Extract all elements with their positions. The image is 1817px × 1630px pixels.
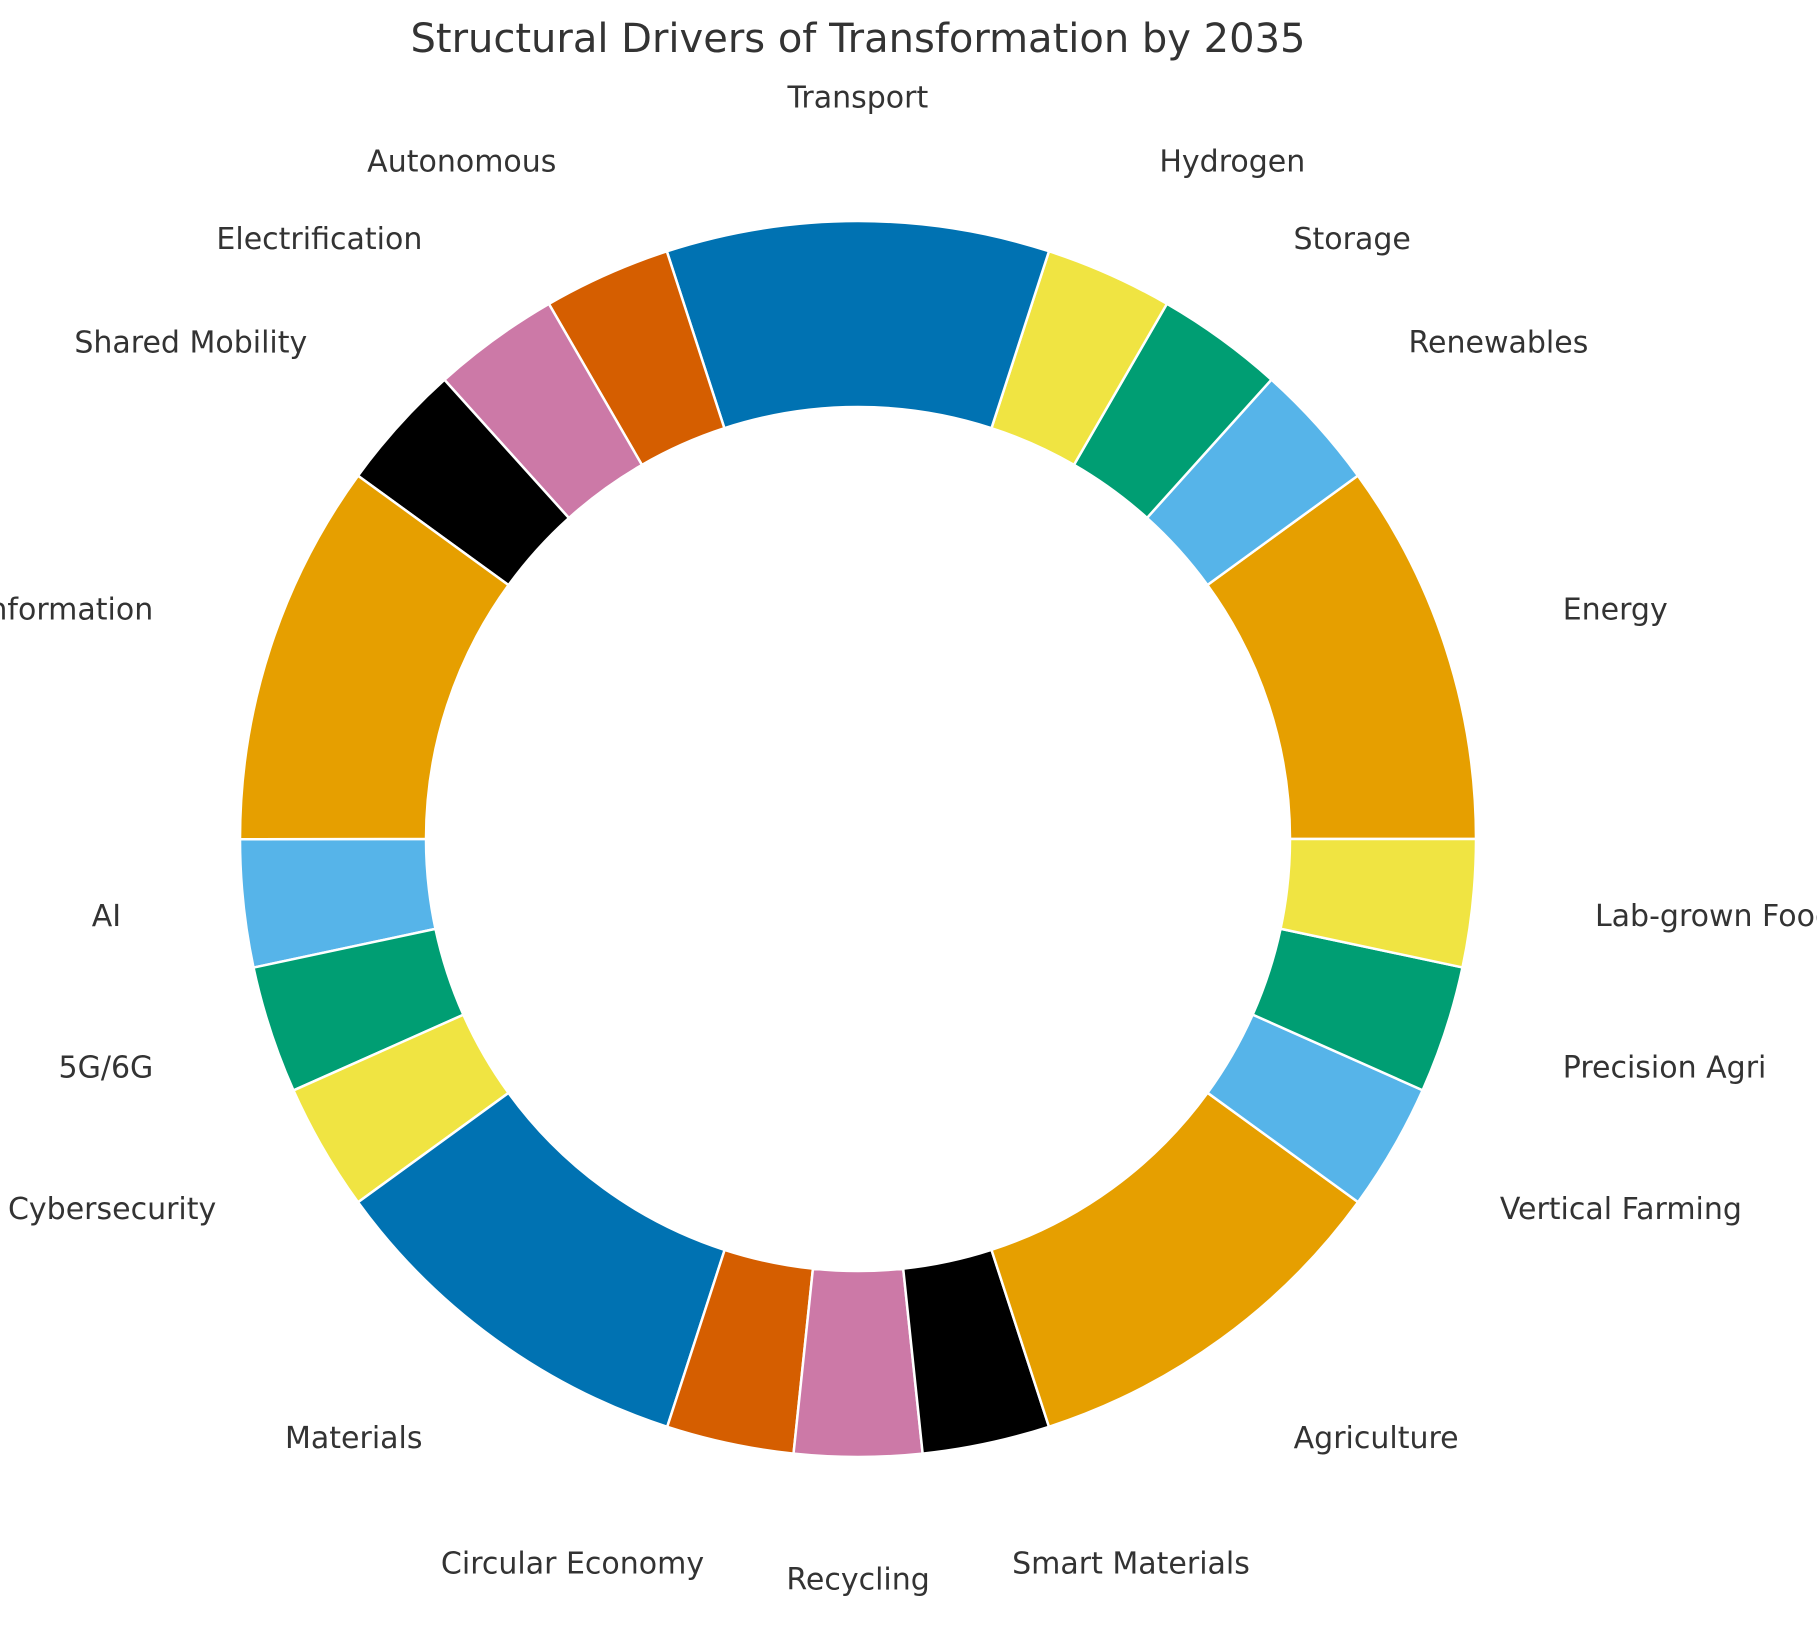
label-agriculture: Agriculture: [1294, 1421, 1459, 1456]
label-vertical-farming: Vertical Farming: [1500, 1192, 1742, 1227]
label-recycling: Recycling: [786, 1563, 929, 1598]
donut-wedges: [238, 219, 1478, 1459]
label-transport: Transport: [786, 81, 928, 116]
label-electrification: Electrification: [216, 222, 422, 257]
label-smart-materials: Smart Materials: [1012, 1546, 1250, 1581]
label-cybersecurity: Cybersecurity: [8, 1192, 216, 1227]
label-5g-6g: 5G/6G: [59, 1051, 154, 1086]
label-information: Information: [0, 593, 153, 628]
wedge-lab-grown-food: [1279, 837, 1478, 969]
label-ai: AI: [92, 899, 121, 934]
label-materials: Materials: [285, 1421, 423, 1456]
wedge-transport: [665, 219, 1051, 430]
label-storage: Storage: [1293, 222, 1410, 257]
label-circular-economy: Circular Economy: [441, 1546, 704, 1581]
label-lab-grown-food: Lab-grown Food: [1595, 899, 1817, 934]
slice-labels: Energy Renewables Storage Hydrogen Transport…: [0, 81, 1817, 1598]
label-energy: Energy: [1563, 592, 1668, 627]
label-renewables: Renewables: [1409, 326, 1589, 361]
wedge-recycling: [792, 1267, 925, 1459]
label-precision-agri: Precision Agri: [1563, 1050, 1767, 1085]
chart-title: Structural Drivers of Transformation by …: [411, 16, 1306, 62]
label-autonomous: Autonomous: [367, 145, 556, 180]
label-hydrogen: Hydrogen: [1159, 145, 1305, 180]
label-shared-mobility: Shared Mobility: [74, 326, 307, 361]
